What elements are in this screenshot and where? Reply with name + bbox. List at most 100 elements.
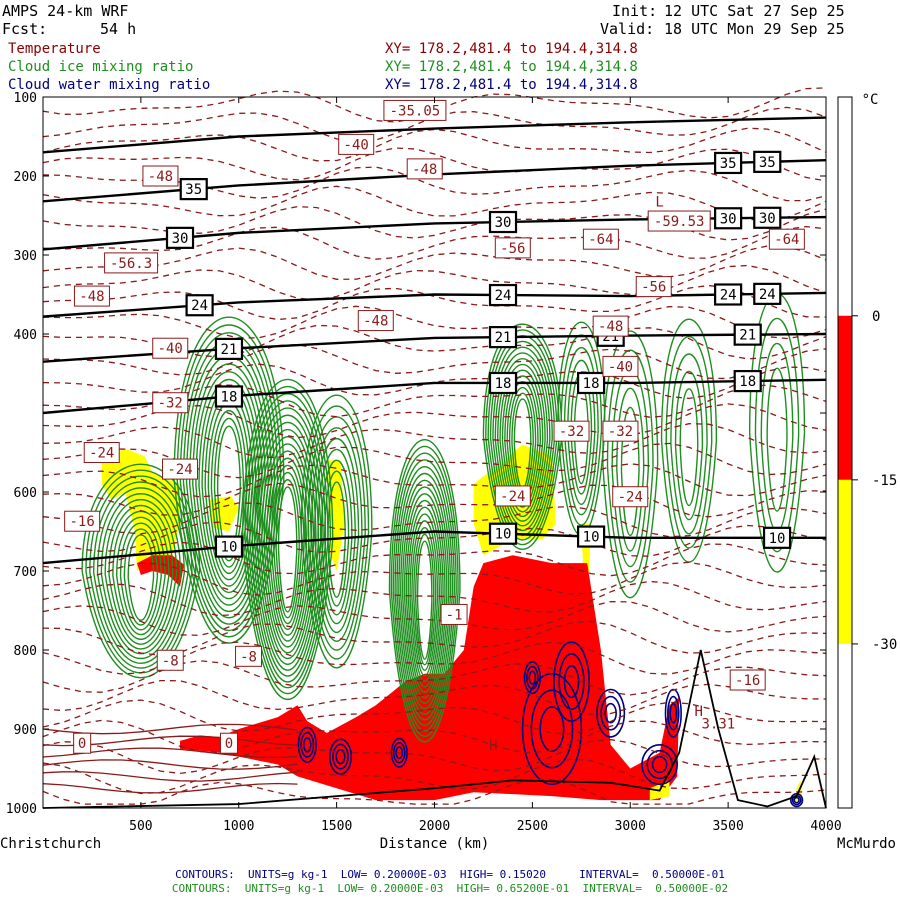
forecast-label: Fcst: (2, 20, 48, 38)
isentrope-line (42, 332, 827, 363)
temperature-label: -35.05 (390, 103, 441, 119)
cloud-ice-contour (112, 510, 170, 640)
cloud-ice-contour (504, 375, 542, 508)
temperature-label: -59.53 (654, 214, 705, 230)
isentrope-label: 21 (221, 342, 238, 358)
cloud-ice-contour (606, 349, 654, 583)
cloud-water-contour (297, 726, 317, 763)
cloud-ice-contour (414, 533, 435, 666)
isentrope-label-box (185, 294, 214, 317)
cloud-ice-contour (398, 472, 452, 715)
isotherm-line (42, 641, 827, 675)
cloud-water-contour (553, 641, 590, 722)
cloud-water-contour (392, 741, 406, 764)
y-tick-label: 400 (14, 328, 37, 343)
isentrope-label: 30 (720, 211, 737, 227)
cloud-water-contour (335, 748, 346, 765)
isentrope-label-box (488, 522, 518, 545)
temperature-label-box (553, 420, 590, 442)
cloud-ice-contour (100, 493, 182, 655)
isentrope-label: 10 (769, 531, 786, 547)
isotherm-line (42, 463, 827, 498)
terrain-line (42, 649, 827, 809)
temperature-label: -56 (641, 280, 666, 296)
x-tick-label: 3500 (712, 819, 743, 834)
temperature-label-box (156, 649, 184, 671)
cloud-ice-contour (300, 394, 373, 669)
cloud-water-contour (664, 688, 682, 738)
temperature-label-box (338, 133, 375, 155)
temperature-label-box (104, 252, 159, 274)
cloud-water-contour (641, 743, 679, 786)
cloud-water-contour (558, 653, 585, 711)
isotherm-line (42, 620, 827, 656)
isotherm-line (42, 679, 827, 716)
cloud-ice-contour (179, 332, 279, 632)
yellow-region (794, 780, 803, 802)
field-temperature: Temperature (8, 41, 101, 57)
x-tick-label: 500 (129, 819, 152, 834)
cloud-ice-contour (310, 427, 363, 642)
cloud-ice-contour (85, 469, 197, 674)
cloud-ice-contour (216, 425, 241, 556)
isotherm-line (42, 723, 298, 735)
isentrope-label: 24 (495, 288, 512, 304)
cloud-ice-contour (198, 379, 260, 594)
annotation-label: 3.31 (701, 716, 735, 732)
isotherm-line (42, 600, 827, 636)
isentrope-label: 21 (739, 328, 756, 344)
isotherm-line (42, 719, 827, 754)
isotherm-line (42, 423, 827, 459)
y-tick-label: 300 (14, 249, 37, 264)
y-tick-label: 700 (14, 565, 37, 580)
temperature-label-box (357, 310, 394, 332)
red-region (180, 555, 680, 801)
cloud-ice-contour (92, 481, 189, 664)
isentrope-label-box (488, 371, 518, 395)
isotherm-line (42, 758, 827, 795)
cloud-water-contour (523, 661, 542, 695)
isentrope-label: 24 (191, 298, 208, 314)
cloud-ice-contour (123, 528, 159, 626)
yellow-region (473, 444, 556, 556)
isentrope-label: 24 (720, 288, 737, 304)
cloud-ice-contour (506, 381, 539, 504)
cloud-water-contour (530, 689, 574, 769)
temperature-label: -32 (158, 396, 183, 412)
isotherm-line (42, 384, 827, 418)
temperature-label: -32 (608, 424, 633, 440)
contour-info-water: CONTOURS: UNITS=g kg-1 LOW= 0.20000E-03 … (175, 868, 725, 881)
temperature-label: -48 (148, 169, 173, 185)
temperature-label-box (494, 485, 531, 507)
x-left-station: Christchurch (0, 836, 101, 852)
cloud-ice-contour (207, 402, 251, 575)
temperature-label: -32 (559, 424, 584, 440)
cloud-ice-contour (396, 466, 454, 721)
cloud-ice-contour (81, 463, 201, 679)
isentrope-label-box (488, 210, 518, 234)
cloud-ice-contour (570, 372, 593, 495)
isentrope-label: 35 (759, 155, 776, 171)
cloud-ice-contour (413, 527, 437, 671)
isotherm-line (42, 106, 827, 143)
init-time: 12 UTC Sat 27 Sep 25 (664, 2, 845, 20)
cloud-ice-contour (188, 355, 269, 613)
temperature-label: -24 (618, 490, 643, 506)
cloud-ice-contour (511, 392, 534, 494)
isentrope-label-box (179, 178, 208, 201)
temperature-label: -48 (363, 314, 388, 330)
isotherm-line (42, 185, 827, 222)
cloud-ice-contour (390, 445, 459, 737)
isotherm-line (42, 747, 298, 759)
cloud-ice-contour (409, 513, 441, 682)
cloud-ice-contour (513, 398, 532, 489)
cloud-ice-contour (210, 409, 248, 568)
annotation-label: L (655, 194, 663, 210)
cloud-water-contour (563, 664, 580, 699)
temperature-label: -24 (500, 489, 525, 505)
cloud-ice-contour (388, 438, 461, 743)
isotherm-line (42, 735, 298, 747)
cloud-ice-contour (392, 452, 457, 732)
cloud-water-contour (395, 746, 404, 760)
